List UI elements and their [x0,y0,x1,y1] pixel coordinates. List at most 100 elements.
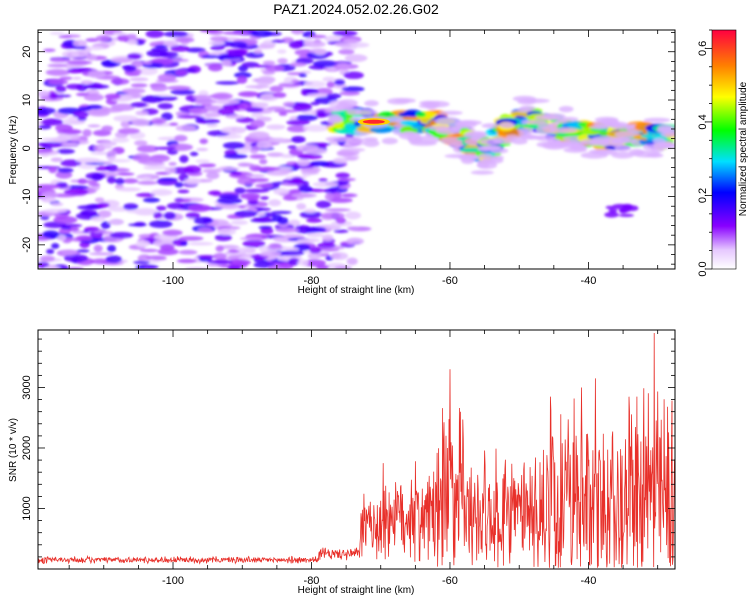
noise-blob [175,37,195,43]
snr-frame [37,329,676,570]
colorbar-tick-label: 0.2 [697,188,709,203]
noise-blob [187,241,214,246]
noise-blob [305,226,327,233]
halo-blob [401,131,416,136]
noise-blob [163,31,189,38]
noise-blob [140,95,165,103]
noise-blob [161,112,173,121]
noise-blob [312,181,339,188]
noise-blob [135,265,146,269]
halo-blob [657,124,674,133]
noise-blob [222,30,249,35]
noise-blob [250,119,266,128]
noise-blob [41,118,64,126]
noise-blob [227,265,242,269]
noise-blob [61,142,80,147]
noise-blob [320,212,345,220]
noise-blob [164,167,176,174]
noise-blob [123,203,139,211]
noise-blob [179,155,189,163]
noise-blob [67,69,83,74]
noise-blob [324,208,351,212]
noise-blob [177,189,190,194]
halo-blob [611,151,635,159]
noise-blob [94,197,105,203]
noise-blob [350,42,370,48]
halo-blob [590,124,609,130]
noise-blob [297,158,310,167]
noise-blob [228,259,251,266]
noise-blob [335,217,347,224]
noise-blob [256,77,273,86]
halo-blob [346,108,362,116]
noise-blob [324,35,343,43]
snr-ylabel: SNR (10 * v/v) [8,418,19,482]
noise-blob [101,125,113,132]
noise-blob [56,148,75,154]
noise-blob [72,45,89,50]
noise-blob [196,147,209,152]
noise-blob [215,167,241,171]
halo-blob [386,115,406,123]
noise-blob [184,177,202,185]
noise-blob [328,197,353,203]
halo-blob [428,125,451,132]
noise-blob [63,254,89,263]
noise-blob [210,45,225,51]
noise-blob [128,223,147,227]
noise-blob [266,152,284,158]
noise-blob [45,266,61,269]
noise-blob [95,35,111,42]
noise-blob [273,109,299,113]
noise-blob [279,250,305,256]
noise-blob [111,57,133,64]
noise-blob [202,168,222,174]
noise-blob [271,39,286,43]
y-tick-label: -10 [21,189,33,205]
noise-blob [189,151,199,157]
noise-blob [129,77,149,82]
noise-blob [234,187,246,194]
noise-blob [252,167,276,171]
noise-blob [105,255,122,264]
noise-blob [230,171,243,176]
noise-blob [99,141,117,147]
noise-blob [266,170,290,176]
noise-blob [45,69,70,76]
noise-blob [168,161,177,166]
noise-blob [154,146,177,150]
noise-blob [61,50,80,59]
x-tick-label: -100 [162,575,184,587]
noise-blob [175,69,188,76]
noise-blob [87,124,101,128]
y-tick-label: 1000 [21,496,33,520]
noise-blob [100,221,111,230]
halo-blob [570,142,585,151]
noise-blob [214,99,241,105]
noise-blob [326,81,335,88]
noise-blob [291,79,300,83]
noise-blob [262,60,276,66]
noise-blob [143,197,160,203]
halo-blob [448,142,466,148]
x-tick-label: -40 [580,275,596,287]
noise-blob [332,30,358,37]
noise-blob [189,107,208,115]
noise-blob [206,171,220,180]
colorbar-axes: 0.0 0.2 0.4 0.6 [697,29,712,277]
noise-blob [245,174,265,178]
noise-blob [265,65,285,72]
noise-blob [43,48,56,53]
noise-blob [213,252,227,260]
noise-blob [208,40,226,46]
noise-blob [316,110,326,118]
noise-blob [107,159,132,163]
noise-blob [59,76,73,81]
noise-blob [309,246,322,254]
noise-blob [84,226,100,232]
noise-blob [242,239,266,248]
noise-blob [38,107,56,115]
noise-blob [216,197,243,205]
noise-blob [236,247,256,252]
